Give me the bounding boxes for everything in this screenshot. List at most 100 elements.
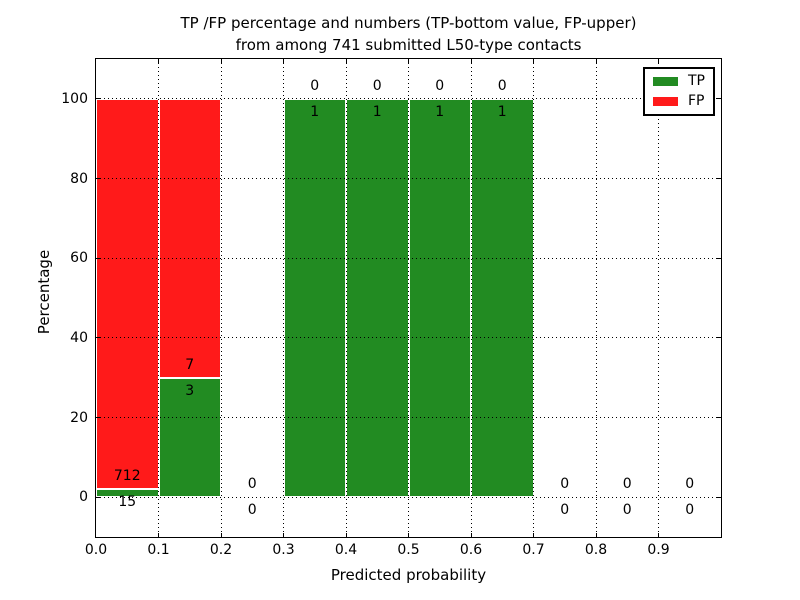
y-gridline [96,178,721,179]
x-tick-mark [470,59,472,63]
x-tick-label: 0.8 [584,542,608,558]
x-tick-mark [220,59,222,63]
y-tick-mark [717,496,721,498]
x-tick-label: 0.4 [334,542,358,558]
fp-legend-swatch-icon [653,97,678,106]
x-tick-mark [158,533,159,537]
tp-bar-segment [471,98,534,498]
x-tick-mark [283,533,284,537]
y-tick-label: 0 [79,489,88,506]
x-gridline [158,59,159,537]
legend-entry-fp: FP [653,94,705,109]
x-axis-label: Predicted probability [330,566,487,584]
x-gridline [533,59,534,537]
y-tick-mark [717,178,721,179]
x-tick-label: 0.6 [459,542,483,558]
plot-area: TP FP 712 15 7 3 0 0 0 1 0 1 0 1 0 1 0 0 0 0 0 0 [95,58,722,538]
fp-count-label: 0 [497,77,507,94]
x-gridline [658,59,659,537]
fp-count-label: 0 [372,77,382,94]
y-tick-mark [96,257,100,259]
y-tick-mark [96,178,100,179]
tp-bar-segment [346,98,409,498]
x-tick-mark [408,59,409,63]
tp-count-label: 15 [118,493,137,510]
x-tick-mark [345,533,347,537]
y-tick-mark [96,417,100,418]
x-tick-label: 0.1 [147,542,170,558]
fp-count-label: 0 [435,77,445,94]
tp-count-label: 1 [497,103,507,120]
tp-count-label: 0 [622,502,632,519]
y-gridline [96,257,721,259]
tp-bar-segment [283,98,346,498]
fp-count-label: 0 [622,476,632,493]
y-tick-label: 100 [61,90,88,107]
tp-count-label: 1 [310,103,320,120]
y-gridline [96,337,721,339]
x-tick-mark [533,533,534,537]
x-tick-mark [408,533,409,537]
y-gridline [96,417,721,418]
x-tick-mark [470,533,472,537]
x-tick-mark [345,59,347,63]
tp-bar-segment [408,98,471,498]
y-tick-mark [717,98,721,100]
fp-count-label: 712 [113,467,141,484]
fp-bar-segment [158,98,221,378]
fp-count-label: 0 [685,476,695,493]
x-tick-mark [595,533,597,537]
fp-bar-segment [96,98,159,489]
tp-count-label: 0 [560,502,570,519]
x-tick-label: 0.2 [209,542,233,558]
chart-title: TP /FP percentage and numbers (TP-bottom… [95,12,722,56]
fp-count-label: 0 [560,476,570,493]
x-tick-mark [658,533,659,537]
y-tick-mark [717,337,721,339]
x-tick-label: 0.5 [397,542,420,558]
x-tick-mark [283,59,284,63]
fp-count-label: 7 [185,356,195,373]
x-tick-mark [220,533,222,537]
x-gridline [595,59,597,537]
x-tick-label: 0.0 [84,542,108,558]
tp-count-label: 0 [247,502,257,519]
y-gridline [96,98,721,100]
y-gridline [96,496,721,498]
x-gridline [283,59,284,537]
y-tick-label: 60 [70,250,88,267]
legend-entry-tp: TP [653,74,705,89]
x-gridline [345,59,347,537]
y-tick-mark [96,337,100,339]
y-tick-label: 20 [70,409,88,426]
x-tick-mark [595,59,597,63]
x-tick-mark [658,59,659,63]
tp-count-label: 3 [185,382,195,399]
fp-count-label: 0 [310,77,320,94]
x-tick-mark [158,59,159,63]
legend: TP FP [643,67,715,116]
tp-count-label: 1 [372,103,382,120]
fp-legend-label: FP [688,93,705,109]
x-tick-label: 0.9 [647,542,670,558]
fp-count-label: 0 [247,476,257,493]
y-tick-mark [96,98,100,100]
y-tick-mark [717,257,721,259]
y-tick-label: 40 [70,329,88,346]
tp-legend-label: TP [688,73,705,89]
x-gridline [220,59,222,537]
x-tick-label: 0.7 [522,542,545,558]
y-tick-label: 80 [70,170,88,187]
y-tick-mark [96,496,100,498]
x-tick-label: 0.3 [272,542,295,558]
tp-legend-swatch-icon [653,77,678,86]
tp-count-label: 0 [685,502,695,519]
x-gridline [470,59,472,537]
x-tick-mark [533,59,534,63]
chart-title-line2: from among 741 submitted L50-type contac… [235,36,582,54]
tp-count-label: 1 [435,103,445,120]
x-gridline [408,59,409,537]
y-tick-mark [717,417,721,418]
chart-title-line1: TP /FP percentage and numbers (TP-bottom… [180,14,637,32]
